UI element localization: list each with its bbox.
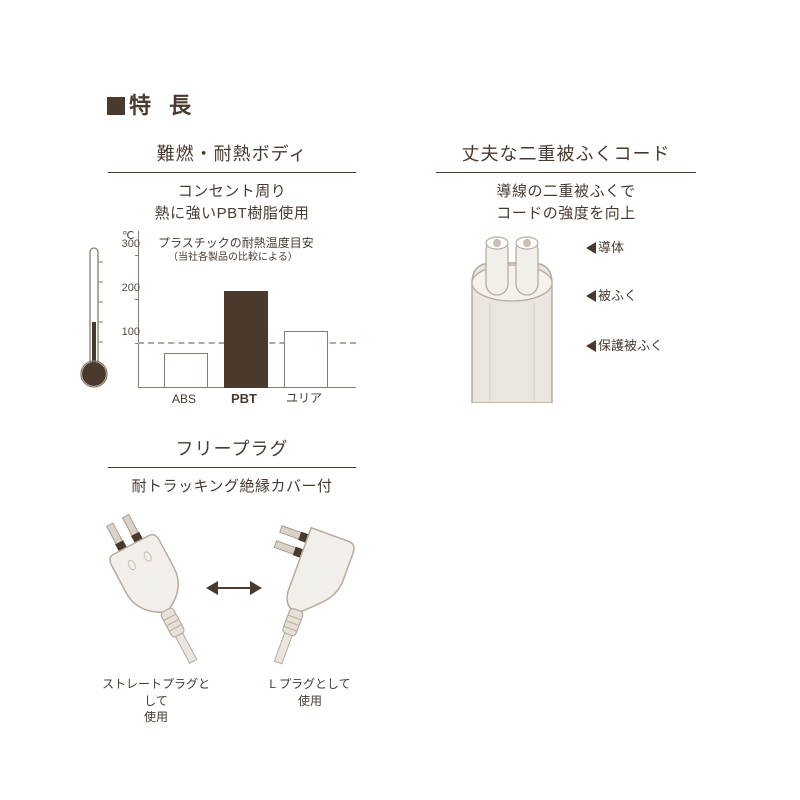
bar-urea [284, 331, 328, 388]
callout-sheath: 保護被ふく [586, 335, 663, 354]
panel-a-title: 難燃・耐熱ボディ [108, 140, 356, 173]
panel-c-title: フリープラグ [108, 435, 356, 468]
straight-plug-svg [102, 504, 212, 674]
ytick-300: 300 [114, 238, 140, 250]
panel-a-sub-line2: 熱に強いPBT樹脂使用 [155, 205, 310, 222]
callout-conductor-label: 導体 [598, 240, 624, 255]
straight-plug-caption-l2: 使用 [144, 710, 168, 724]
panel-b-sub-line2: コードの強度を向上 [496, 205, 636, 222]
chart-note-line1: プラスチックの耐熱温度目安 [158, 236, 314, 250]
square-bullet-icon [107, 97, 125, 115]
ytick-mark [135, 299, 139, 300]
triangle-left-icon [586, 290, 596, 302]
cord-cross-section-figure: 導体 被ふく 保護被ふく [436, 233, 696, 403]
bar-abs [164, 353, 208, 388]
bar-label-abs: ABS [154, 392, 214, 406]
l-plug-caption-l1: L プラグとして [269, 677, 350, 691]
panel-c-subtitle: 耐トラッキング絶縁カバー付 [108, 468, 356, 498]
plug-figure: ストレートプラグとして 使用 L プラグとして 使用 [102, 504, 362, 734]
panel-double-insulated-cord: 丈夫な二重被ふくコード 導線の二重被ふくで コードの強度を向上 [436, 140, 696, 403]
l-plug-svg [252, 504, 362, 674]
chart-note: プラスチックの耐熱温度目安 （当社各製品の比較による） [158, 235, 314, 266]
ytick-100: 100 [114, 326, 140, 338]
panel-b-title: 丈夫な二重被ふくコード [436, 140, 696, 173]
panel-b-subtitle: 導線の二重被ふくで コードの強度を向上 [436, 173, 696, 225]
ytick-mark [135, 255, 139, 256]
bar-label-pbt: PBT [214, 391, 274, 406]
panel-c-sub: 耐トラッキング絶縁カバー付 [131, 478, 332, 495]
panel-b-sub-line1: 導線の二重被ふくで [496, 183, 635, 200]
panel-free-plug: フリープラグ 耐トラッキング絶縁カバー付 [108, 435, 356, 734]
bar-label-urea: ユリア [274, 389, 334, 406]
callout-insulation: 被ふく [586, 285, 637, 304]
l-plug-caption: L プラグとして 使用 [250, 676, 370, 710]
ytick-200: 200 [114, 282, 140, 294]
section-title-text: 特 長 [129, 93, 197, 118]
panel-heat-resistant-body: 難燃・耐熱ボディ コンセント周り 熱に強いPBT樹脂使用 ℃ プラ [108, 140, 356, 406]
thermometer-icon [76, 242, 112, 392]
chart-note-line2: （当社各製品の比較による） [158, 251, 314, 265]
callout-sheath-label: 保護被ふく [598, 338, 663, 353]
l-plug-caption-l2: 使用 [298, 694, 322, 708]
heat-bar-chart: ℃ プラスチックの耐熱温度目安 （当社各製品の比較による） 100 200 30… [108, 231, 356, 406]
callout-insulation-label: 被ふく [598, 288, 637, 303]
section-title: 特 長 [107, 88, 197, 120]
panel-a-sub-line1: コンセント周り [178, 183, 287, 200]
triangle-left-icon [586, 242, 596, 254]
bar-pbt [224, 291, 268, 388]
straight-plug-caption-l1: ストレートプラグとして [102, 677, 210, 708]
straight-plug-caption: ストレートプラグとして 使用 [96, 676, 216, 726]
triangle-left-icon [586, 340, 596, 352]
cord-svg [442, 233, 582, 403]
callout-conductor: 導体 [586, 237, 624, 256]
panel-a-subtitle: コンセント周り 熱に強いPBT樹脂使用 [108, 173, 356, 225]
